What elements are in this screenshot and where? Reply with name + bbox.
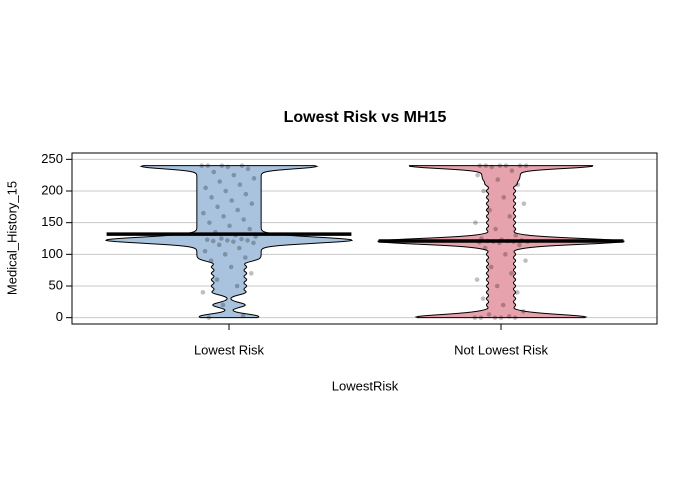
point <box>523 258 528 263</box>
y-tick-label: 200 <box>41 182 63 197</box>
point <box>243 191 249 197</box>
point <box>513 233 519 238</box>
point <box>216 242 222 248</box>
point <box>225 164 231 170</box>
point <box>222 252 228 257</box>
x-axis-label: LowestRisk <box>332 378 399 393</box>
point <box>517 163 523 168</box>
point <box>482 245 488 251</box>
point <box>500 302 506 308</box>
point <box>475 172 480 178</box>
point <box>503 252 508 257</box>
point <box>515 290 520 295</box>
point <box>235 207 241 213</box>
point <box>240 313 246 319</box>
point <box>243 255 248 260</box>
point <box>228 264 234 270</box>
point <box>199 163 205 168</box>
point <box>205 163 211 168</box>
point <box>201 210 206 216</box>
point <box>480 296 486 301</box>
point <box>249 201 255 206</box>
point <box>220 302 226 308</box>
point <box>214 277 220 282</box>
point <box>509 168 515 174</box>
point <box>249 271 254 276</box>
point <box>521 309 526 314</box>
point <box>225 238 230 243</box>
y-tick-label: 250 <box>41 151 63 166</box>
point <box>495 177 501 182</box>
point <box>221 214 226 219</box>
bean <box>104 165 354 319</box>
point <box>219 163 225 168</box>
point <box>251 176 257 181</box>
point <box>219 236 224 241</box>
point <box>241 217 246 222</box>
point <box>229 198 235 203</box>
point <box>237 182 243 187</box>
point <box>239 163 245 168</box>
point <box>494 283 500 289</box>
point <box>506 314 512 319</box>
point <box>207 220 212 225</box>
point <box>478 315 484 320</box>
point <box>217 179 223 184</box>
x-tick-label: Lowest Risk <box>194 342 265 357</box>
point <box>204 237 210 243</box>
point <box>488 264 494 270</box>
point <box>489 164 495 170</box>
point <box>231 239 236 244</box>
point <box>208 258 214 263</box>
point <box>493 226 498 232</box>
point <box>521 201 527 206</box>
point <box>245 166 251 172</box>
point <box>515 182 521 187</box>
point <box>474 277 480 282</box>
point <box>239 236 244 242</box>
point <box>247 226 252 232</box>
point <box>483 163 489 168</box>
point <box>481 188 486 194</box>
point <box>200 290 206 295</box>
point <box>209 195 214 200</box>
point <box>472 315 478 320</box>
x-tick-label: Not Lowest Risk <box>454 342 548 357</box>
point <box>234 283 240 289</box>
chart-title: Lowest Risk vs MH15 <box>284 109 447 126</box>
point <box>498 315 504 320</box>
y-tick-label: 100 <box>41 246 63 261</box>
point <box>203 185 208 191</box>
point <box>215 204 220 210</box>
point <box>507 214 513 219</box>
point <box>497 163 503 168</box>
point <box>512 315 518 320</box>
y-axis-label: Medical_History_15 <box>4 181 19 295</box>
point <box>477 163 483 168</box>
point <box>473 220 478 225</box>
point <box>487 207 492 213</box>
point <box>486 312 492 317</box>
point <box>231 172 237 178</box>
point <box>237 245 242 251</box>
point <box>245 238 250 243</box>
point <box>251 240 256 246</box>
point <box>223 188 229 194</box>
plot-frame <box>71 152 658 325</box>
point <box>210 238 216 244</box>
point <box>492 315 498 320</box>
point <box>211 169 217 175</box>
point <box>227 223 232 229</box>
point <box>517 242 522 248</box>
point <box>503 163 509 168</box>
y-tick-label: 150 <box>41 214 63 229</box>
point <box>202 248 208 254</box>
y-tick-label: 0 <box>56 309 63 324</box>
point <box>523 163 529 168</box>
point <box>206 315 212 320</box>
y-tick-label: 50 <box>49 277 63 292</box>
point <box>501 195 507 200</box>
point <box>509 271 514 276</box>
